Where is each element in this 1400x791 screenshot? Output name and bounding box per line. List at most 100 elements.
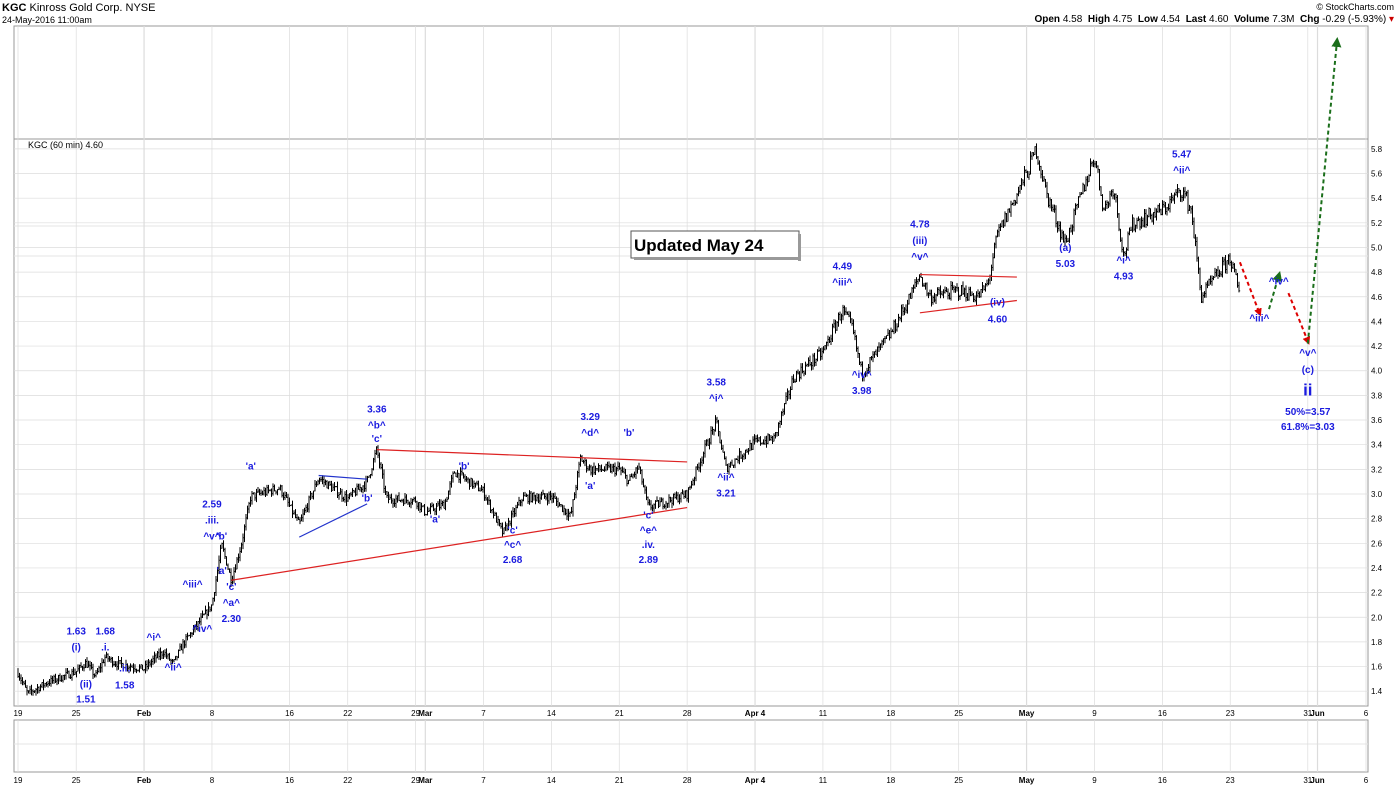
x-tick-label: 25 xyxy=(72,776,81,785)
red-trendline xyxy=(231,506,688,581)
y-tick-label: 3.6 xyxy=(1371,416,1383,425)
wave-label: 'c' xyxy=(507,525,517,536)
wave-label: 2.59 xyxy=(202,500,222,511)
wave-label-ii: ii xyxy=(1303,380,1312,399)
wave-label: 2.30 xyxy=(222,614,242,625)
chg-value: -0.29 (-5.93%) xyxy=(1322,14,1387,25)
x-tick-label: 6 xyxy=(1364,709,1369,718)
x-tick-label: Mar xyxy=(418,776,432,785)
x-axis: 19192525FebFeb88161622222929MarMar771414… xyxy=(14,709,1369,785)
y-tick-label: 2.4 xyxy=(1371,564,1383,573)
quote-line: Open 4.58 High 4.75 Low 4.54 Last 4.60 V… xyxy=(1034,14,1394,25)
company-name: Kinross Gold Corp. xyxy=(29,2,123,14)
x-tick-label: 29 xyxy=(411,776,420,785)
price-panel-frame xyxy=(13,25,1369,707)
last-label: Last xyxy=(1185,14,1207,25)
wave-label: 'a' xyxy=(216,566,226,577)
wave-label: ^b^ xyxy=(368,421,386,432)
x-tick-label: 19 xyxy=(14,709,23,718)
wave-label: 'c' xyxy=(226,582,236,593)
wave-label: 4.93 xyxy=(1114,272,1134,283)
wave-label: ^iii^ xyxy=(183,580,203,591)
wave-label: ^iii^ xyxy=(832,278,852,289)
wave-label: 'a' xyxy=(430,514,440,525)
y-tick-label: 5.8 xyxy=(1371,145,1383,154)
wave-label: 4.60 xyxy=(988,315,1008,326)
x-tick-label: Mar xyxy=(418,709,432,718)
wave-label: .ii. xyxy=(119,663,130,674)
wave-label: .iv. xyxy=(642,540,655,551)
x-tick-label: 11 xyxy=(819,709,828,718)
y-tick-label: 1.4 xyxy=(1371,687,1383,696)
open-value: 4.58 xyxy=(1062,14,1083,25)
wave-label: 'a' xyxy=(246,461,256,472)
y-tick-label: 3.4 xyxy=(1371,441,1383,450)
open-label: Open xyxy=(1034,14,1061,25)
panel-frames xyxy=(13,25,1369,773)
x-tick-label: 9 xyxy=(1092,776,1097,785)
y-tick-label: 4.8 xyxy=(1371,268,1383,277)
x-tick-label: 11 xyxy=(819,776,828,785)
y-tick-label: 2.8 xyxy=(1371,515,1383,524)
wave-label: .iii. xyxy=(205,516,219,527)
y-tick-label: 4.6 xyxy=(1371,293,1383,302)
wave-label: ^ii^ xyxy=(165,662,182,673)
high-value: 4.75 xyxy=(1112,14,1133,25)
x-tick-label: 25 xyxy=(954,776,963,785)
volume-label: Volume xyxy=(1234,14,1270,25)
x-tick-label: 28 xyxy=(683,709,692,718)
wave-label: ^iii^ xyxy=(1249,313,1269,324)
low-label: Low xyxy=(1137,14,1158,25)
x-tick-label: Feb xyxy=(137,776,151,785)
y-tick-label: 5.4 xyxy=(1371,194,1383,203)
wave-label: 3.36 xyxy=(367,405,387,416)
wave-label: (i) xyxy=(71,643,80,654)
wave-label: 4.78 xyxy=(910,220,930,231)
wave-label: ^ii^ xyxy=(717,472,734,483)
wave-label: ^v^ xyxy=(203,532,220,543)
x-tick-label: 7 xyxy=(481,709,486,718)
trend-lines xyxy=(231,273,1017,581)
wave-label: 50%=3.57 xyxy=(1285,407,1331,418)
wave-label: 1.51 xyxy=(76,694,96,705)
wave-label: ^e^ xyxy=(640,525,657,536)
y-tick-label: 3.2 xyxy=(1371,465,1383,474)
projection-arrow xyxy=(1287,292,1311,345)
y-tick-label: 2.0 xyxy=(1371,613,1383,622)
y-tick-label: 1.6 xyxy=(1371,663,1383,672)
wave-label: 3.29 xyxy=(580,412,600,423)
x-tick-label: 14 xyxy=(547,776,556,785)
wave-label: 'b' xyxy=(459,461,470,472)
x-tick-label: May xyxy=(1019,709,1035,718)
x-tick-label: Apr 4 xyxy=(745,776,766,785)
wave-label: 'b' xyxy=(624,428,635,439)
x-tick-label: 16 xyxy=(285,709,294,718)
wave-label: 'b' xyxy=(216,532,227,543)
symbol-label: KGC (60 min) 4.60 xyxy=(28,140,103,150)
x-tick-label: Apr 4 xyxy=(745,709,766,718)
y-tick-label: 4.0 xyxy=(1371,367,1383,376)
wave-label: 1.63 xyxy=(66,627,86,638)
y-tick-label: 3.8 xyxy=(1371,391,1383,400)
x-tick-label: 14 xyxy=(547,709,556,718)
wave-label: 1.58 xyxy=(115,681,135,692)
wave-label: 'a' xyxy=(585,481,595,492)
projection-arrow xyxy=(1238,261,1262,317)
x-tick-label: 25 xyxy=(954,709,963,718)
wave-label: (ii) xyxy=(80,680,92,691)
grid-lines xyxy=(14,26,1368,772)
ohlc-bars xyxy=(17,143,1241,696)
wave-label: ^iv^ xyxy=(1269,276,1289,287)
x-tick-label: 9 xyxy=(1092,709,1097,718)
wave-label: ^i^ xyxy=(709,394,724,405)
wave-label: .i. xyxy=(101,643,110,654)
wave-label: 61.8%=3.03 xyxy=(1281,422,1335,433)
x-tick-label: 8 xyxy=(210,709,215,718)
x-tick-label: Feb xyxy=(137,709,151,718)
x-tick-label: 31 xyxy=(1303,776,1312,785)
y-tick-label: 1.8 xyxy=(1371,638,1383,647)
wave-label: 3.58 xyxy=(707,378,727,389)
y-tick-label: 3.0 xyxy=(1371,490,1383,499)
updated-title: Updated May 24 xyxy=(634,236,764,255)
